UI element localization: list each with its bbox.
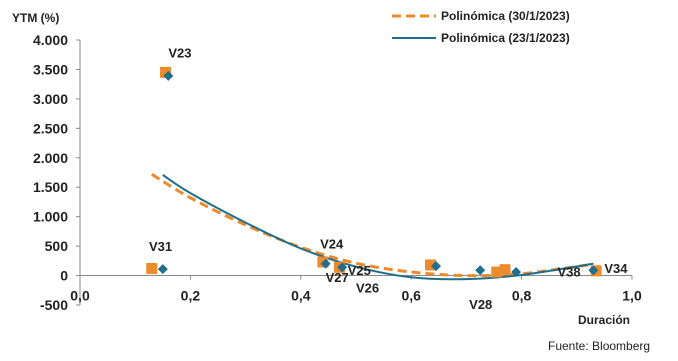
y-tick-label: 0 [60, 268, 68, 284]
data-point-diamond [320, 258, 331, 269]
point-label: V23 [168, 46, 191, 61]
data-point-diamond [511, 267, 522, 278]
data-point-square [425, 259, 437, 271]
y-tick-label: 3.500 [33, 61, 68, 77]
data-point-diamond [163, 70, 174, 81]
y-tick-label: 2.000 [33, 150, 68, 166]
point-label: V31 [149, 239, 172, 254]
data-point-square [146, 262, 158, 274]
point-label: V28 [469, 297, 492, 312]
data-point-square [499, 264, 511, 276]
data-point-square [160, 66, 172, 78]
data-point-diamond [475, 265, 486, 276]
x-tick-label: 0,0 [70, 288, 90, 304]
point-label: V24 [320, 236, 344, 251]
x-tick-label: 0,2 [181, 288, 201, 304]
y-tick-label: 1.000 [33, 209, 68, 225]
point-label: V26 [356, 281, 379, 296]
x-tick-label: 0,6 [401, 288, 421, 304]
y-tick-label: -500 [40, 297, 68, 313]
axes-layer: -500 0 500 1.000 1.500 2.000 2.500 3.000 3.500 4.… [33, 32, 642, 313]
legend-label: Polinómica (23/1/2023) [441, 31, 570, 45]
points-layer [146, 66, 602, 278]
data-point-diamond [588, 265, 599, 276]
trendline-teal [162, 174, 594, 281]
data-point-square [491, 266, 503, 278]
source-note: Fuente: Bloomberg [548, 339, 650, 353]
data-point-diamond [337, 262, 348, 273]
trendlines-layer [151, 173, 594, 281]
data-point-diamond [431, 261, 442, 272]
legend-label: Polinómica (30/1/2023) [441, 9, 570, 23]
x-tick-label: 0,8 [512, 288, 532, 304]
y-tick-label: 1.500 [33, 179, 68, 195]
y-tick-label: 3.000 [33, 91, 68, 107]
y-tick-label: 2.500 [33, 120, 68, 136]
point-label: V25 [348, 263, 371, 278]
y-tick-label: 4.000 [33, 32, 68, 48]
point-label: V34 [604, 261, 628, 276]
data-point-diamond [157, 264, 168, 275]
x-tick-label: 1,0 [622, 288, 642, 304]
legend: Polinómica (30/1/2023) Polinómica (23/1/2… [392, 9, 570, 45]
point-label: V38 [557, 265, 580, 280]
y-tick-label: 500 [45, 238, 69, 254]
trendline-orange [151, 173, 588, 278]
point-label: V27 [326, 270, 349, 285]
x-axis-title: Duración [578, 313, 630, 327]
x-tick-label: 0,4 [291, 288, 311, 304]
y-axis-title: YTM (%) [12, 11, 59, 25]
